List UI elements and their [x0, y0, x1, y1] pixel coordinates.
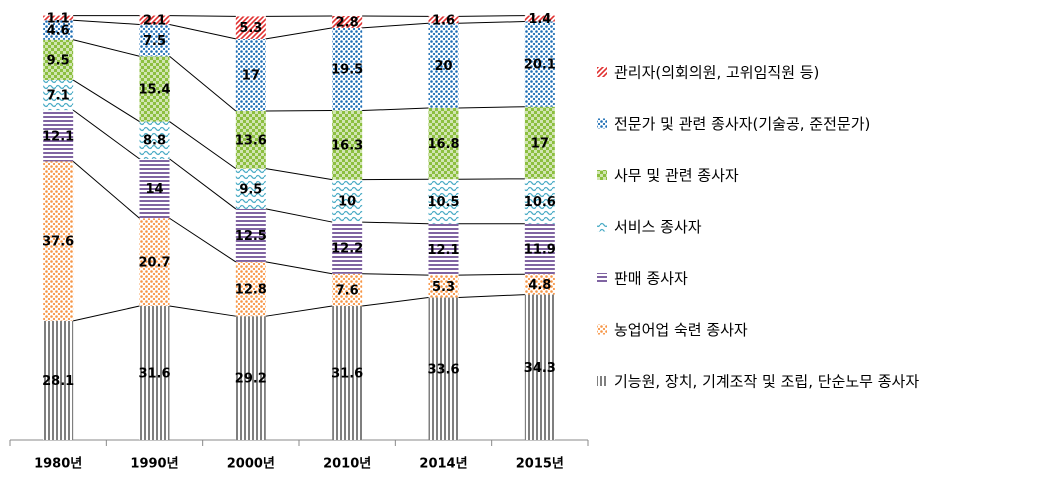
series-line	[170, 159, 236, 209]
data-label: 37.6	[42, 235, 74, 250]
data-label: 20	[434, 59, 452, 74]
data-label: 20.1	[524, 58, 556, 73]
data-label: 10	[338, 194, 356, 209]
data-label: 31.6	[138, 367, 170, 382]
series-line	[170, 24, 236, 38]
legend-label: 사무 및 관련 종사자	[614, 167, 739, 185]
data-label: 19.5	[331, 63, 363, 78]
x-tick-label: 2000년	[227, 457, 275, 472]
data-label: 17	[531, 136, 549, 151]
series-line	[73, 80, 139, 122]
data-label: 20.7	[138, 256, 170, 271]
data-label: 10.6	[524, 195, 556, 210]
legend-swatch	[597, 119, 607, 129]
data-label: 11.9	[524, 242, 556, 257]
data-label: 12.2	[331, 241, 363, 256]
data-label: 9.5	[239, 182, 262, 197]
data-label: 17	[242, 68, 260, 83]
legend-label: 판매 종사자	[614, 270, 688, 288]
series-line	[170, 122, 236, 169]
data-label: 31.6	[331, 367, 363, 382]
series-line	[170, 16, 236, 17]
series-line	[459, 295, 525, 298]
series-line	[362, 222, 428, 224]
series-line	[170, 218, 236, 262]
legend-label: 서비스 종사자	[614, 218, 702, 236]
data-label: 1.4	[528, 12, 551, 27]
series-line	[459, 274, 525, 275]
series-line	[362, 274, 428, 275]
series-line	[266, 28, 332, 39]
data-label: 15.4	[138, 82, 170, 97]
data-label: 5.3	[432, 280, 455, 295]
x-tick-label: 1980년	[34, 457, 82, 472]
data-label: 13.6	[235, 133, 267, 148]
series-line	[73, 20, 139, 24]
legend-swatch	[597, 67, 607, 77]
series-line	[73, 40, 139, 57]
legend-swatch	[597, 376, 607, 386]
data-label: 10.5	[427, 195, 459, 210]
data-label: 12.1	[427, 243, 459, 258]
data-label: 7.5	[143, 34, 166, 49]
data-label: 1.6	[432, 13, 455, 28]
series-line	[266, 262, 332, 274]
series-line	[459, 16, 525, 17]
data-label: 34.3	[524, 361, 556, 376]
series-line	[459, 22, 525, 24]
series-line	[170, 56, 236, 111]
legend-swatch	[597, 170, 607, 180]
data-label: 7.1	[47, 89, 70, 104]
series-line	[266, 169, 332, 180]
data-label: 14	[145, 182, 163, 197]
data-label: 29.2	[235, 372, 267, 387]
legend-label: 농업어업 숙련 종사자	[614, 321, 748, 339]
legend-swatch	[597, 273, 607, 283]
legend-swatch	[597, 325, 607, 335]
series-line	[362, 298, 428, 306]
series-line	[73, 161, 139, 218]
data-label: 16.3	[331, 139, 363, 154]
data-label: 1.1	[47, 11, 70, 26]
series-line	[266, 306, 332, 316]
data-label: 7.6	[336, 283, 359, 298]
series-line	[73, 110, 139, 159]
series-line	[459, 107, 525, 108]
legend-label: 기능원, 장치, 기계조작 및 조립, 단순노무 종사자	[614, 373, 919, 391]
x-tick-label: 2010년	[323, 457, 371, 472]
data-label: 9.5	[47, 53, 70, 68]
series-line	[362, 23, 428, 28]
x-tick-label: 2014년	[419, 457, 467, 472]
series-line	[362, 108, 428, 111]
data-label: 33.6	[427, 362, 459, 377]
legend-swatch	[597, 222, 607, 232]
data-label: 16.8	[427, 137, 459, 152]
series-line	[73, 306, 139, 321]
legend-label: 전문가 및 관련 종사자(기술공, 준전문가)	[614, 115, 870, 133]
data-label: 8.8	[143, 134, 166, 149]
data-label: 2.1	[143, 14, 166, 29]
data-label: 28.1	[42, 374, 74, 389]
data-label: 12.5	[235, 229, 267, 244]
data-label: 5.3	[239, 21, 262, 36]
data-label: 12.8	[235, 283, 267, 298]
series-line	[266, 209, 332, 222]
data-label: 2.8	[336, 15, 359, 30]
x-tick-label: 1990년	[130, 457, 178, 472]
data-label: 4.8	[528, 278, 551, 293]
series-line	[170, 306, 236, 316]
x-tick-label: 2015년	[516, 457, 564, 472]
legend-label: 관리자(의회의원, 고위임직원 등)	[614, 64, 819, 82]
data-label: 12.1	[42, 129, 74, 144]
